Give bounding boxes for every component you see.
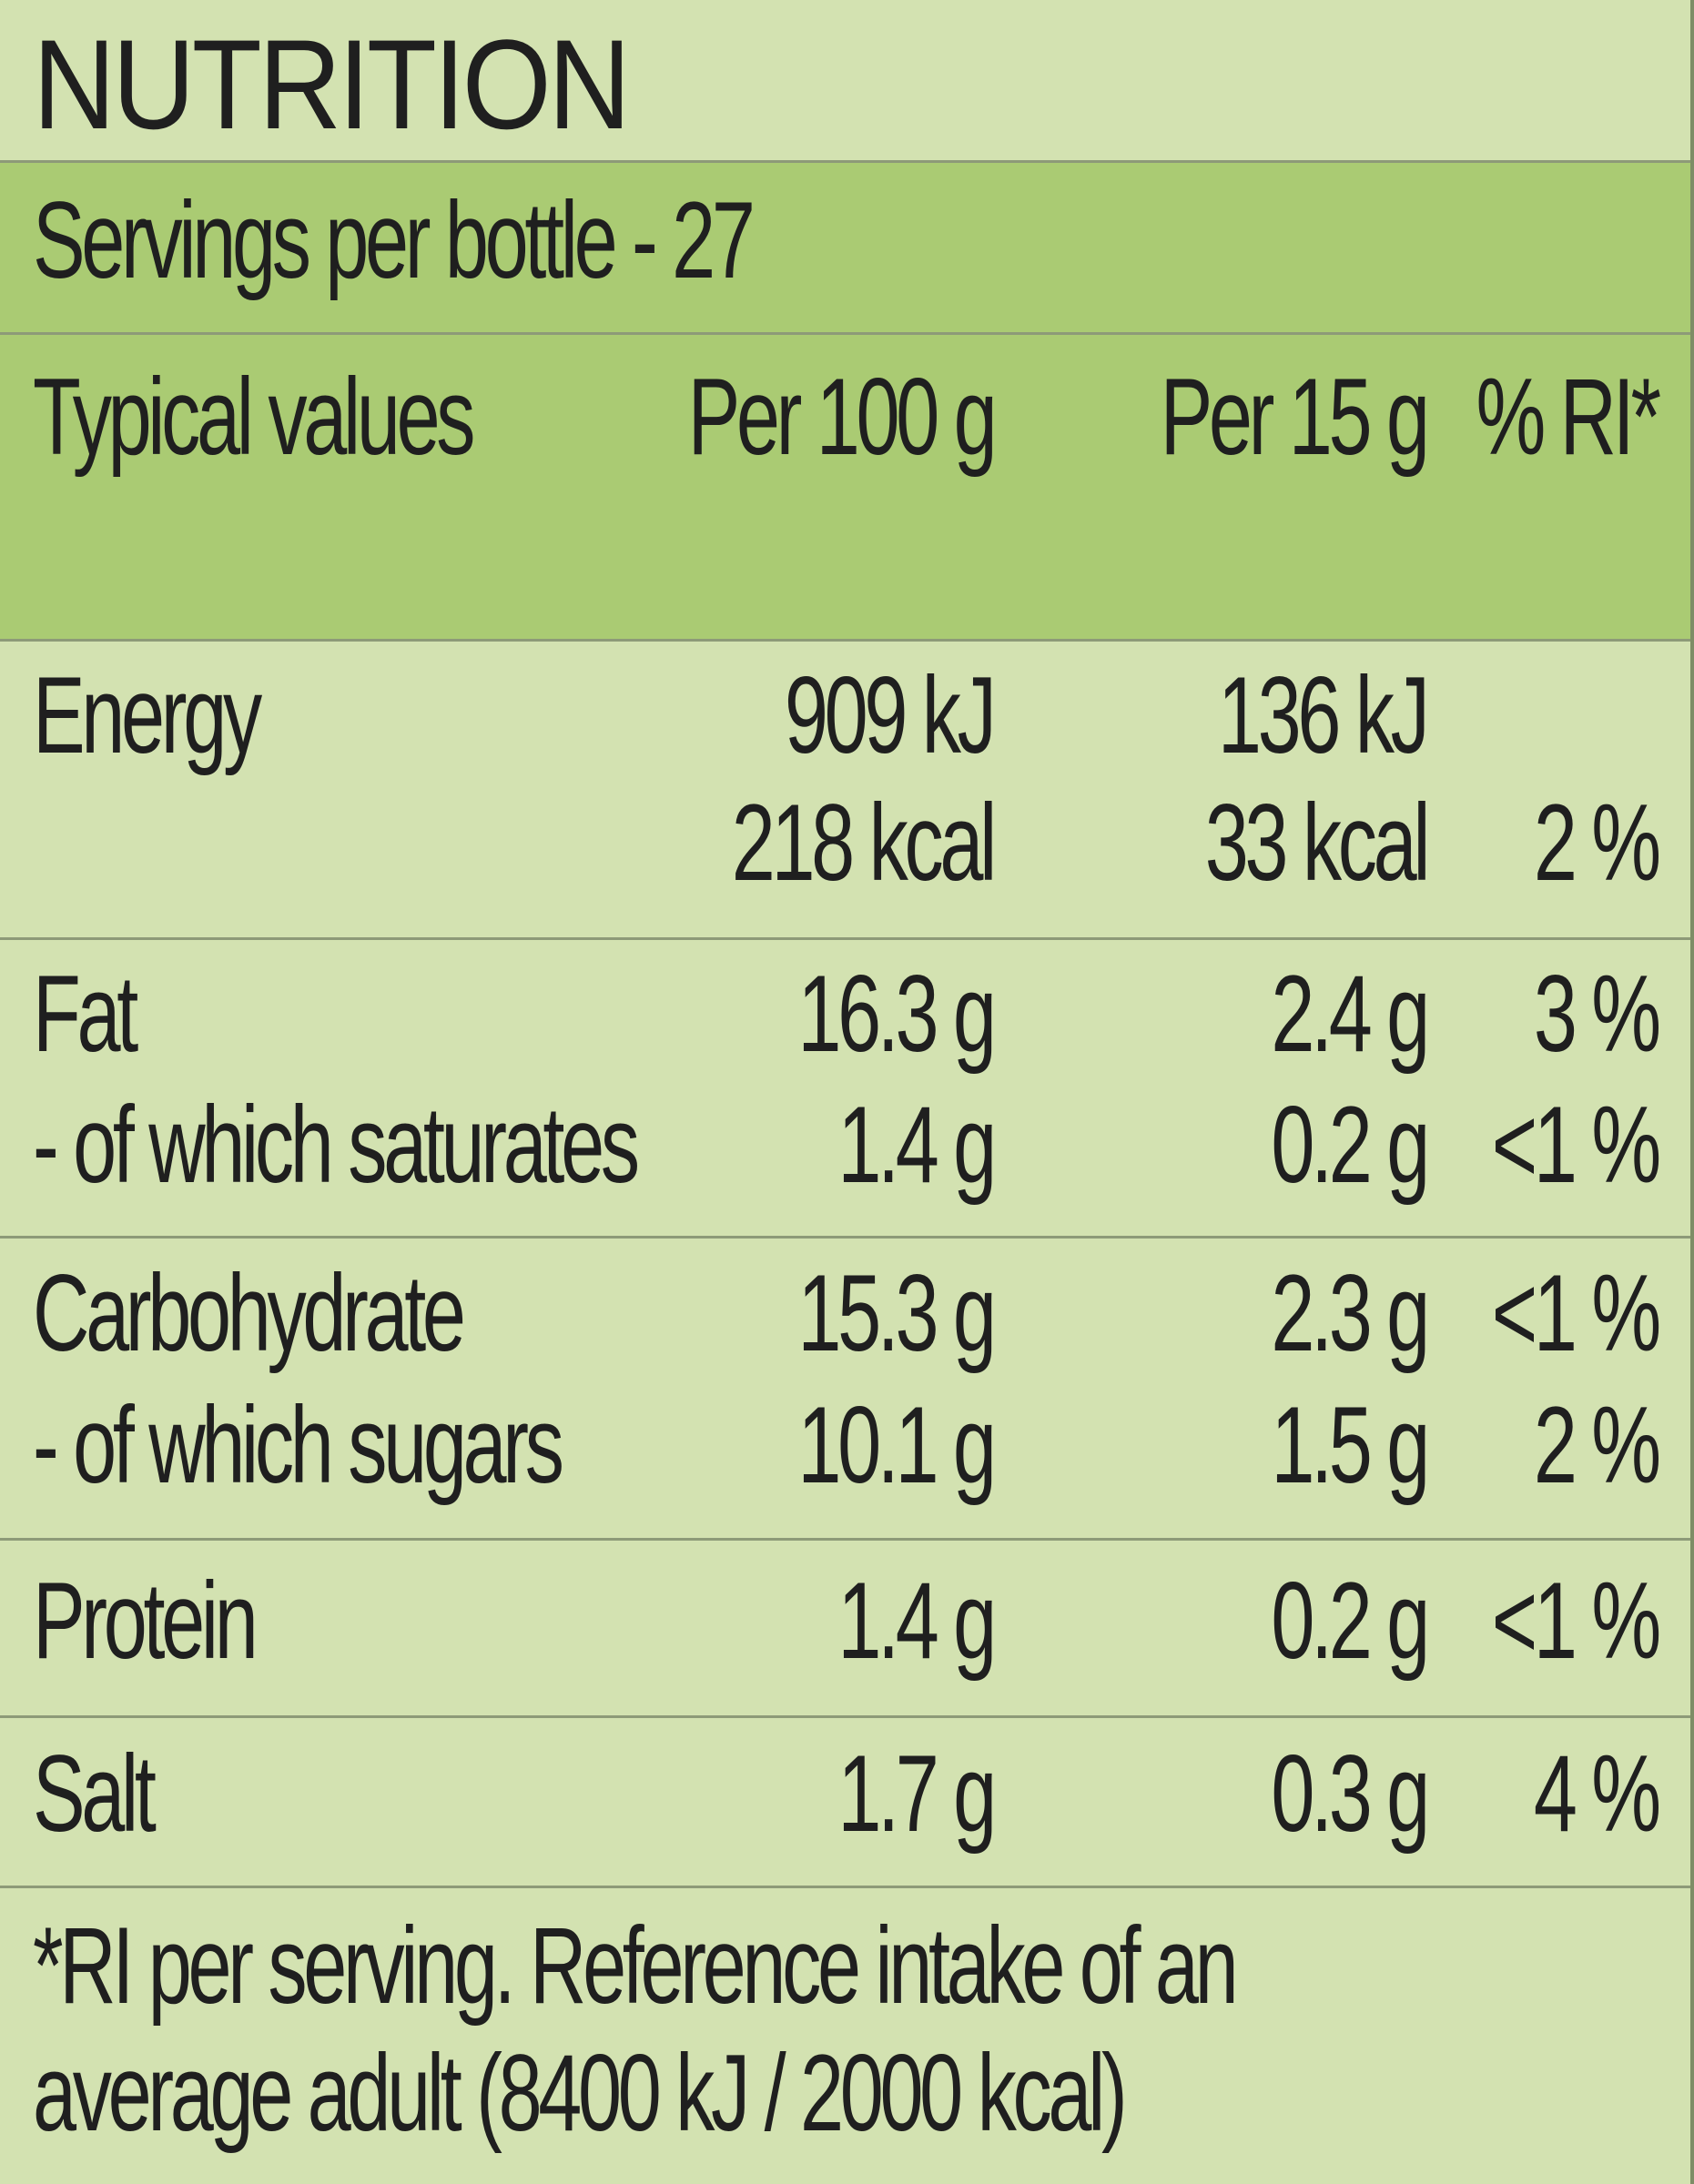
energy-per100-kcal: 218 kcal	[731, 782, 998, 904]
fat-label: Fat	[33, 953, 138, 1075]
saturates-per15: 0.2 g	[1271, 1084, 1430, 1206]
energy-per15-kj: 136 kJ	[1218, 654, 1430, 776]
divider	[0, 1715, 1690, 1718]
salt-ri: 4 %	[1534, 1733, 1661, 1855]
protein-per100: 1.4 g	[837, 1560, 997, 1682]
fat-per100: 16.3 g	[797, 953, 998, 1075]
sugars-ri: 2 %	[1534, 1384, 1661, 1506]
carbohydrate-per15: 2.3 g	[1271, 1252, 1430, 1374]
energy-label: Energy	[33, 654, 262, 776]
saturates-ri: <1 %	[1491, 1084, 1661, 1206]
fat-per15: 2.4 g	[1271, 953, 1430, 1075]
footnote-line-2: average adult (8400 kJ / 2000 kcal)	[33, 2032, 1128, 2154]
saturates-per100: 1.4 g	[837, 1084, 997, 1206]
salt-per15: 0.3 g	[1271, 1733, 1430, 1855]
saturates-label: - of which saturates	[33, 1084, 640, 1206]
salt-label: Salt	[33, 1733, 157, 1855]
carbohydrate-ri: <1 %	[1491, 1252, 1661, 1374]
sugars-per100: 10.1 g	[797, 1384, 998, 1506]
sugars-per15: 1.5 g	[1271, 1384, 1430, 1506]
servings-text: Servings per bottle - 27	[33, 179, 756, 301]
sugars-label: - of which sugars	[33, 1384, 564, 1506]
protein-label: Protein	[33, 1560, 259, 1682]
servings-band	[0, 163, 1690, 332]
carbohydrate-label: Carbohydrate	[33, 1252, 466, 1374]
divider	[0, 160, 1690, 163]
nutrition-title: NUTRITION	[33, 13, 631, 156]
energy-per100-kj: 909 kJ	[785, 654, 997, 776]
divider	[0, 1236, 1690, 1239]
divider	[0, 937, 1690, 940]
header-typical-values: Typical values	[33, 356, 476, 478]
salt-per100: 1.7 g	[837, 1733, 997, 1855]
footnote: *RI per serving. Reference intake of an …	[33, 1902, 1239, 2157]
protein-per15: 0.2 g	[1271, 1560, 1430, 1682]
protein-ri: <1 %	[1491, 1560, 1661, 1682]
divider	[0, 1886, 1690, 1888]
header-per-15g: Per 15 g	[1160, 356, 1430, 478]
divider	[0, 639, 1690, 642]
fat-ri: 3 %	[1534, 953, 1661, 1075]
carbohydrate-per100: 15.3 g	[797, 1252, 998, 1374]
header-ri: % RI*	[1476, 356, 1662, 478]
divider	[0, 332, 1690, 335]
header-per-100g: Per 100 g	[687, 356, 997, 478]
footnote-line-1: *RI per serving. Reference intake of an	[33, 1905, 1239, 2027]
divider	[0, 1538, 1690, 1541]
header-band	[0, 335, 1690, 639]
energy-ri: 2 %	[1534, 782, 1661, 904]
energy-per15-kcal: 33 kcal	[1204, 782, 1430, 904]
